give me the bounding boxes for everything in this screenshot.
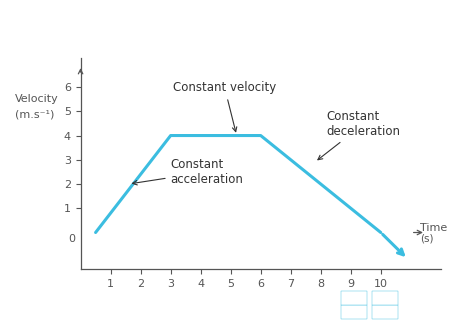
Text: Time: Time xyxy=(420,223,447,233)
Text: VELOCITY – TIME GRAPHS: VELOCITY – TIME GRAPHS xyxy=(118,14,356,32)
Text: COACH: COACH xyxy=(401,309,433,318)
Bar xyxy=(341,305,367,319)
Bar xyxy=(341,290,367,305)
Text: (s): (s) xyxy=(420,233,433,243)
Text: Velocity: Velocity xyxy=(15,94,58,104)
Text: FREE tutorial videos at www.learncoach.co.nz: FREE tutorial videos at www.learncoach.c… xyxy=(24,299,257,308)
Text: learn: learn xyxy=(401,294,429,304)
Text: 0: 0 xyxy=(69,234,76,244)
Bar xyxy=(372,290,398,305)
Text: Constant
deceleration: Constant deceleration xyxy=(318,110,401,160)
Text: Constant velocity: Constant velocity xyxy=(173,81,276,132)
Text: (m.s⁻¹): (m.s⁻¹) xyxy=(15,110,54,120)
Text: Constant
acceleration: Constant acceleration xyxy=(133,158,244,186)
Bar xyxy=(372,305,398,319)
